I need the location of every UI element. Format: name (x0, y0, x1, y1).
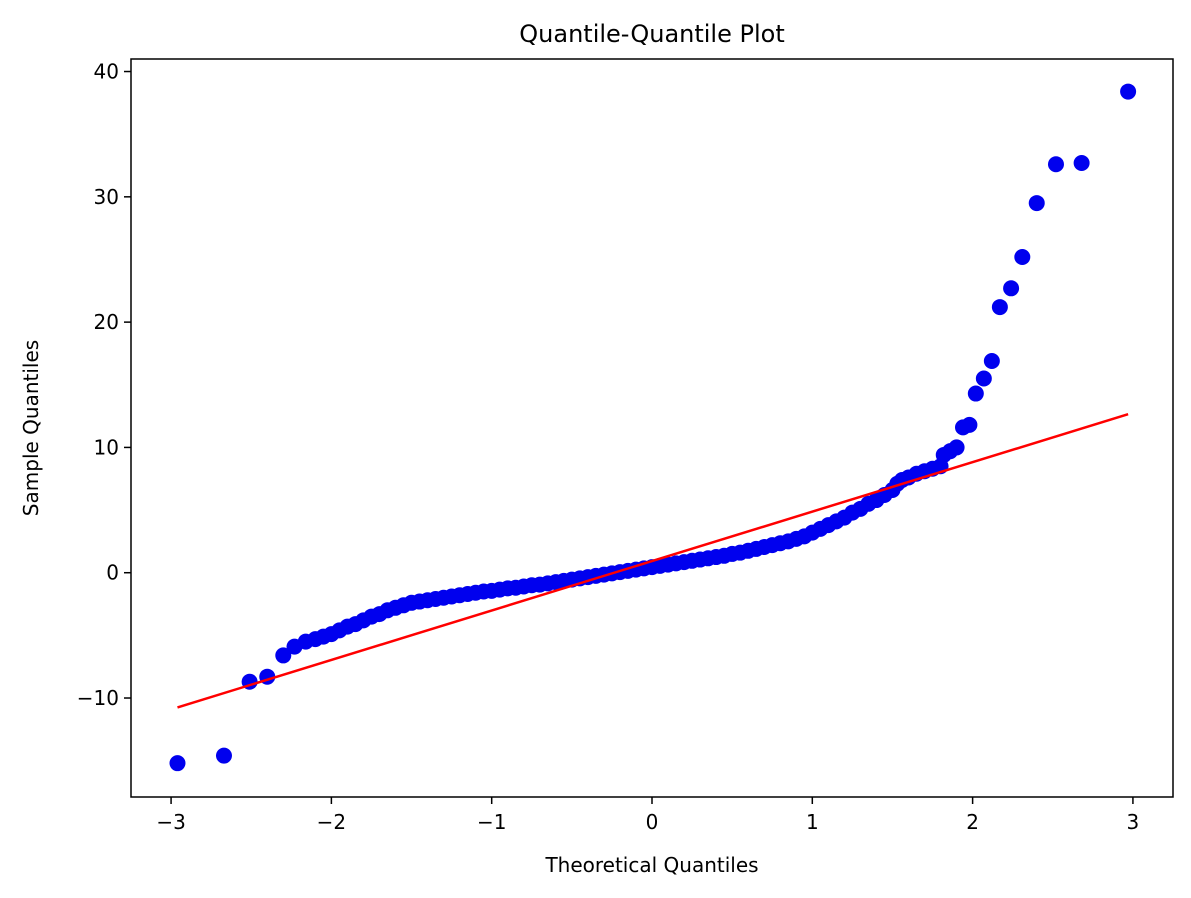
x-axis-label: Theoretical Quantiles (544, 853, 758, 877)
x-tick-label: 1 (806, 810, 819, 834)
y-tick-label: 40 (94, 60, 119, 84)
chart-title: Quantile-Quantile Plot (519, 20, 784, 48)
data-point (215, 747, 232, 764)
data-point (169, 755, 186, 772)
data-point (948, 439, 965, 456)
data-point (961, 416, 978, 433)
y-tick-label: 0 (106, 561, 119, 585)
data-point (991, 299, 1008, 316)
data-point (1073, 155, 1090, 171)
data-point (1120, 83, 1137, 100)
x-tick-label: −3 (156, 810, 185, 834)
x-tick-label: 3 (1127, 810, 1140, 834)
x-axis-ticks: −3 −2 −1 0 1 2 3 (156, 797, 1139, 834)
y-axis-ticks: −10 0 10 20 30 40 (77, 60, 131, 710)
y-tick-label: 20 (94, 310, 119, 334)
data-point (1003, 280, 1020, 297)
data-point (975, 370, 992, 387)
data-point (1028, 195, 1045, 212)
data-marks (169, 83, 1137, 772)
x-tick-label: 2 (966, 810, 979, 834)
x-tick-label: −2 (317, 810, 346, 834)
data-point (983, 352, 1000, 369)
x-tick-label: −1 (477, 810, 506, 834)
y-tick-label: 10 (94, 435, 119, 459)
y-axis-label: Sample Quantiles (19, 340, 43, 516)
y-tick-label: −10 (77, 686, 119, 710)
data-point (1014, 248, 1031, 265)
y-tick-label: 30 (94, 185, 119, 209)
reference-line (177, 413, 1129, 709)
data-point (275, 647, 292, 664)
data-point (967, 385, 984, 402)
x-tick-label: 0 (646, 810, 659, 834)
data-point (1047, 156, 1064, 173)
